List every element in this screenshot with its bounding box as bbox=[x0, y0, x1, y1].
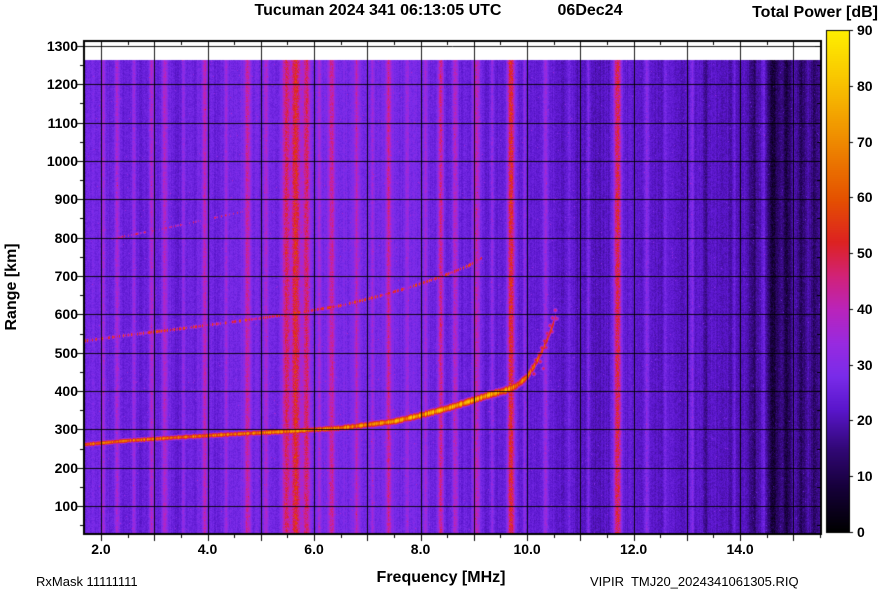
x-axis-label: Frequency [MHz] bbox=[376, 569, 506, 586]
rxmask-label: RxMask 11111111 bbox=[36, 574, 138, 589]
y-axis-label: Range [km] bbox=[3, 243, 20, 331]
filename-label: VIPIR TMJ20_2024341061305.RIQ bbox=[590, 574, 799, 589]
plot-title: Tucuman 2024 341 06:13:05 UTC bbox=[254, 2, 502, 19]
plot-date: 06Dec24 bbox=[557, 2, 623, 19]
colorbar-title: Total Power [dB] bbox=[752, 4, 878, 21]
